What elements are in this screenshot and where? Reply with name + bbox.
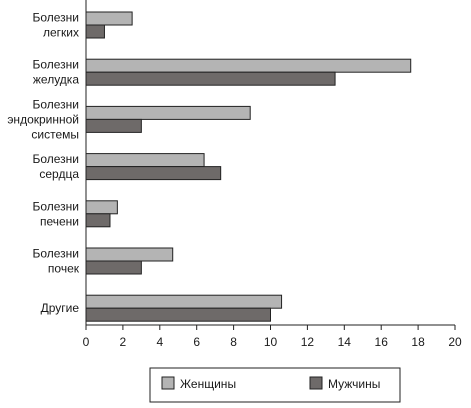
bar-men-1 xyxy=(85,71,336,86)
category-label-line: Болезни xyxy=(32,58,79,72)
bar-men-4 xyxy=(85,213,111,228)
legend-swatch-men xyxy=(309,376,323,390)
bar-women-4 xyxy=(85,200,118,215)
bar-women-2 xyxy=(85,105,251,120)
bar-women-3 xyxy=(85,153,205,168)
category-label-4: Болезни печени xyxy=(32,199,79,228)
x-tick-label: 6 xyxy=(193,335,200,349)
bar-women-6 xyxy=(85,294,283,309)
category-label-line: Болезни xyxy=(32,11,79,25)
category-label-line: системы xyxy=(31,127,79,141)
category-label-line: печени xyxy=(40,214,79,228)
legend: Женщины Мужчины xyxy=(149,367,401,403)
x-tick-label: 18 xyxy=(411,335,425,349)
x-tick-label: 12 xyxy=(301,335,315,349)
category-label-3: Болезни сердца xyxy=(32,152,79,181)
legend-frame xyxy=(149,367,401,403)
bar-men-5 xyxy=(85,260,142,275)
x-tick-label: 16 xyxy=(375,335,389,349)
bar-women-0 xyxy=(85,11,133,26)
bars xyxy=(85,11,412,322)
x-tick-label: 2 xyxy=(120,335,127,349)
x-tick-label: 4 xyxy=(156,335,163,349)
category-label-line: Болезни xyxy=(32,152,79,166)
category-label-2: Болезни эндокринной системы xyxy=(7,97,79,141)
category-label-0: Болезни легких xyxy=(32,11,79,40)
x-tick-label: 10 xyxy=(264,335,278,349)
category-label-line: Другие xyxy=(41,301,80,315)
legend-label-men: Мужчины xyxy=(328,377,380,391)
category-label-5: Болезни почек xyxy=(32,247,79,276)
bar-men-0 xyxy=(85,24,105,39)
category-label-line: Болезни xyxy=(32,199,79,213)
x-axis-ticks: 0 2 4 6 8 10 12 14 16 18 20 xyxy=(83,325,462,349)
bar-men-2 xyxy=(85,118,142,133)
category-label-line: Болезни xyxy=(32,97,79,111)
bar-men-3 xyxy=(85,166,222,181)
x-tick-label: 0 xyxy=(83,335,90,349)
bar-men-6 xyxy=(85,307,271,322)
category-label-line: сердца xyxy=(39,167,79,181)
x-tick-label: 8 xyxy=(230,335,237,349)
category-label-1: Болезни желудка xyxy=(32,58,79,87)
category-label-line: Болезни xyxy=(32,247,79,261)
category-label-line: желудка xyxy=(33,73,79,87)
x-tick-label: 20 xyxy=(448,335,462,349)
bar-women-1 xyxy=(85,58,412,73)
category-label-line: почек xyxy=(48,262,80,276)
category-label-line: эндокринной xyxy=(7,112,79,126)
legend-label-women: Женщины xyxy=(180,377,236,391)
bar-women-5 xyxy=(85,247,174,262)
category-label-line: легких xyxy=(43,26,79,40)
x-tick-label: 14 xyxy=(338,335,352,349)
category-label-6: Другие xyxy=(41,301,80,315)
legend-swatch-women xyxy=(161,376,175,390)
